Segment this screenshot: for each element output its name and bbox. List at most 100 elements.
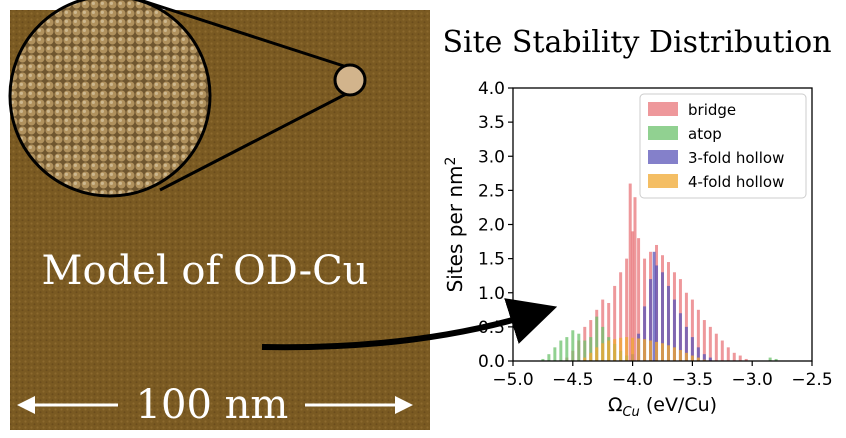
bar-4-fold-hollow [666,345,670,361]
legend-label: 4-fold hollow [688,173,784,191]
y-tick-label: 1.0 [478,284,505,304]
bar-4-fold-hollow [655,341,659,361]
bar-bridge [744,358,748,361]
bar-bridge [726,347,730,361]
magnified-view [10,0,210,196]
bar-atop [547,354,551,361]
bar-bridge [738,355,742,361]
bar-4-fold-hollow [595,347,599,361]
bar-4-fold-hollow [684,352,688,361]
legend-swatch [648,126,678,140]
bar-4-fold-hollow [690,355,694,361]
zoom-line-top [139,0,351,70]
bar-3-fold-hollow [661,272,664,361]
bar-4-fold-hollow [583,357,587,361]
bar-atop [541,358,545,361]
connection-arrow [261,298,558,351]
bar-4-fold-hollow [607,340,611,361]
bar-4-fold-hollow [619,337,623,361]
x-tick-label: −5.0 [492,370,533,390]
x-axis-label-subscript: Cu [622,405,639,420]
bar-3-fold-hollow [672,299,676,361]
bars-layer [541,183,778,361]
model-panel: Model of OD-Cu 100 nm [8,0,430,430]
bar-atop [571,330,575,361]
bar-bridge [628,183,632,361]
bar-bridge [637,238,641,361]
bar-bridge [625,258,629,361]
legend-swatch [648,174,678,188]
bar-bridge [631,231,635,361]
bar-4-fold-hollow [589,352,593,361]
bar-3-fold-hollow [666,285,670,361]
bar-bridge [690,299,694,361]
y-axis-label-text: Sites per nm [443,166,467,293]
legend-swatch [648,102,678,116]
bar-3-fold-hollow [690,337,694,361]
y-tick-label: 1.5 [478,250,505,270]
legend: bridge atop 3-fold hollow 4-fold hollow [639,93,807,199]
bar-4-fold-hollow [601,343,605,361]
bar-bridge [696,309,700,361]
bar-3-fold-hollow [649,279,653,361]
magnified-view-border [8,0,212,198]
magnified-shade [10,0,210,196]
bar-atop [553,347,557,361]
y-tick-label: 2.0 [478,216,505,236]
y-axis-label: Sites per nm2 [443,157,467,293]
zoom-line-bottom [159,90,351,192]
legend-label: atop [688,125,722,143]
bar-bridge [702,320,706,361]
y-tick-label: 0.0 [478,352,505,372]
x-axis-ticks: −5.0 −4.5 −4.0 −3.5 −3.0 −2.5 [492,361,833,390]
bar-bridge [720,340,724,361]
legend-label: 3-fold hollow [688,149,784,167]
y-axis-label-exponent: 2 [443,157,459,166]
bar-4-fold-hollow [643,339,647,361]
bar-4-fold-hollow [702,359,706,361]
x-tick-label: −3.0 [732,370,773,390]
y-tick-label: 2.5 [478,181,505,201]
y-axis-ticks: 0.0 0.5 1.0 1.5 2.0 2.5 3.0 3.5 4.0 [478,79,513,372]
bar-4-fold-hollow [678,350,682,361]
bar-atop [583,340,587,361]
bar-atop [565,337,569,361]
bar-4-fold-hollow [696,357,700,361]
bar-bridge [732,352,736,361]
bar-4-fold-hollow [637,338,641,361]
bar-bridge [633,197,637,361]
legend-box [639,93,807,199]
bar-4-fold-hollow [649,340,653,361]
bar-bridge [613,285,617,361]
y-tick-label: 3.5 [478,113,505,133]
bar-4-fold-hollow [672,347,676,361]
legend-label: bridge [688,101,736,119]
chart-title: Site Stability Distribution [442,25,831,60]
bar-atop [589,337,593,361]
bar-3-fold-hollow [678,313,682,361]
bar-4-fold-hollow [661,343,664,361]
bar-3-fold-hollow [696,347,700,361]
bar-bridge [714,333,718,361]
bar-atop [768,357,772,361]
bar-atop [595,316,599,361]
bar-3-fold-hollow [708,357,712,361]
y-tick-label: 4.0 [478,79,505,99]
bar-4-fold-hollow [631,337,635,361]
model-label: Model of OD-Cu [42,248,369,294]
y-tick-label: 0.5 [478,318,505,338]
bar-atop [577,333,581,361]
bar-3-fold-hollow [652,251,656,361]
legend-swatch [648,150,678,164]
bar-3-fold-hollow [702,354,706,361]
bar-4-fold-hollow [625,337,629,361]
histogram-chart: Site Stability Distribution −5.0 −4.5 −4.0… [442,25,832,420]
bar-bridge [607,302,611,361]
x-tick-label: −3.5 [672,370,713,390]
bar-3-fold-hollow [684,326,688,361]
x-tick-label: −4.0 [612,370,653,390]
x-tick-label: −4.5 [552,370,593,390]
x-axis-label: ΩCu (eV/Cu) [608,394,717,420]
x-axis-label-unit: (eV/Cu) [640,394,717,416]
